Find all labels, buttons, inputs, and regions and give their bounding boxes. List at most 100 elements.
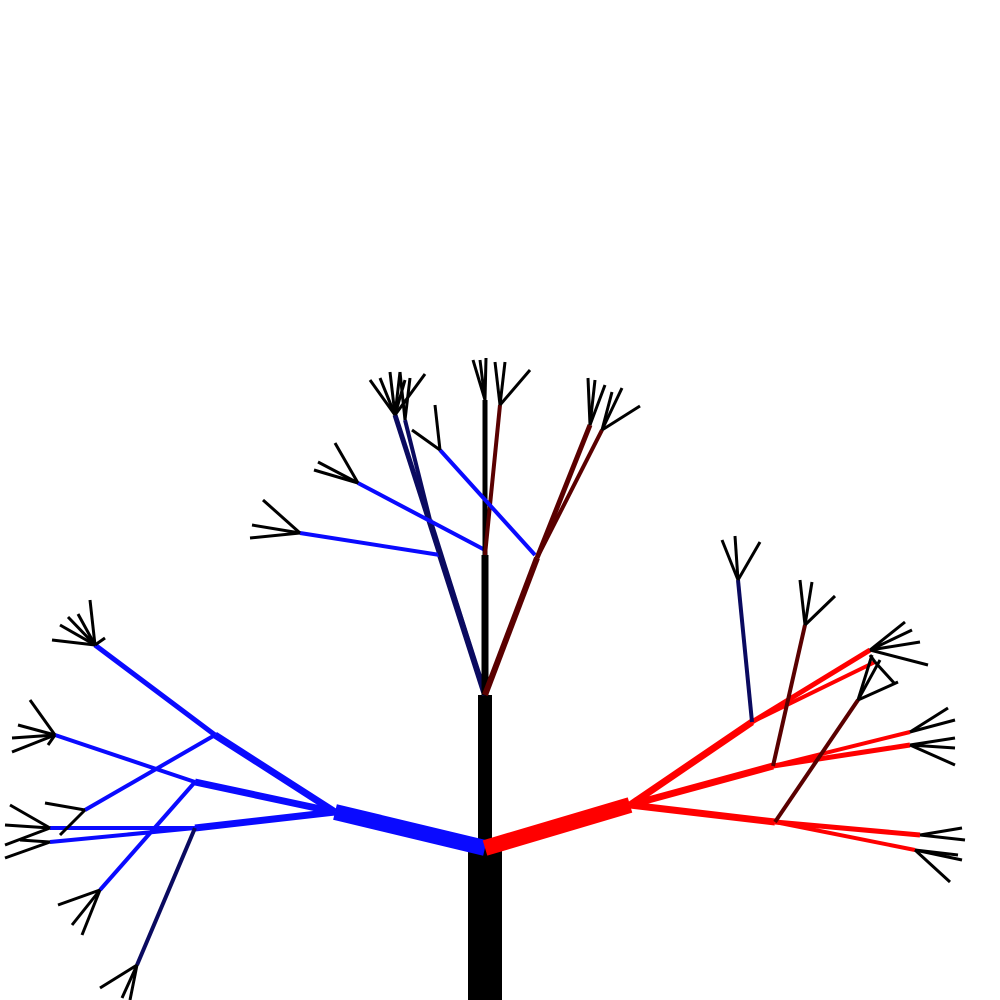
tip-twig-56 xyxy=(411,428,441,452)
tip-twig-105 xyxy=(914,848,963,862)
tip-twig-71 xyxy=(588,384,607,426)
tip-twig-98 xyxy=(909,743,956,767)
tip-twig-60 xyxy=(249,531,301,540)
tip-twig-18 xyxy=(28,699,57,736)
tip-twig-100 xyxy=(909,718,956,734)
tip-twig-97 xyxy=(909,743,956,750)
branch-segment-36 xyxy=(299,531,441,557)
tip-twig-89 xyxy=(869,640,921,652)
branch-segment-37 xyxy=(427,519,488,696)
tip-twig-99 xyxy=(909,706,949,734)
branch-segment-79 xyxy=(772,742,911,769)
tip-twig-90 xyxy=(869,648,929,667)
branch-segment-83 xyxy=(774,820,916,852)
tip-twig-24 xyxy=(9,803,51,830)
tip-twig-53 xyxy=(398,371,407,421)
branch-segment-45 xyxy=(534,424,593,559)
branch-segment-5 xyxy=(98,780,197,892)
tip-twig-22 xyxy=(58,808,87,837)
branch-segment-6 xyxy=(194,808,336,832)
tip-twig-30 xyxy=(80,889,102,936)
tip-twig-55 xyxy=(433,404,442,451)
branch-segment-3 xyxy=(194,778,336,816)
tip-twig-61 xyxy=(251,523,301,535)
tip-twig-31 xyxy=(99,963,138,990)
tip-twig-87 xyxy=(869,620,906,652)
tip-twig-48 xyxy=(378,377,397,416)
branch-segment-1 xyxy=(93,643,217,737)
branch-segment-85 xyxy=(773,698,860,824)
tip-twig-51 xyxy=(393,379,407,416)
tip-twig-47 xyxy=(368,379,397,416)
tip-twig-95 xyxy=(857,680,899,702)
branch-segment-78 xyxy=(629,762,774,809)
tip-twig-108 xyxy=(803,594,837,627)
left-main-branch xyxy=(333,804,487,856)
tip-twig-49 xyxy=(388,371,397,416)
tip-twig-15 xyxy=(94,636,106,647)
tip-twig-26 xyxy=(4,840,51,860)
tip-twig-74 xyxy=(600,391,614,431)
branch-segment-77 xyxy=(751,660,876,724)
tip-twig-67 xyxy=(498,361,507,406)
tip-twig-107 xyxy=(803,581,814,626)
tip-twig-59 xyxy=(333,442,360,484)
branch-segment-86 xyxy=(736,579,754,723)
branch-segment-7 xyxy=(49,826,196,844)
tip-twig-102 xyxy=(919,833,966,842)
branch-segment-76 xyxy=(750,647,872,725)
tip-twig-29 xyxy=(70,889,102,926)
branch-segment-39 xyxy=(357,481,486,552)
tip-twig-20 xyxy=(46,734,57,746)
tip-twig-17 xyxy=(17,723,56,737)
branch-segment-4 xyxy=(54,733,196,784)
tip-twig-28 xyxy=(57,888,101,907)
tip-twig-104 xyxy=(913,848,952,884)
branch-segment-82 xyxy=(774,819,921,838)
tip-twig-19 xyxy=(11,733,56,754)
tip-twig-93 xyxy=(856,654,874,701)
right-main-branch xyxy=(482,797,633,856)
branch-segment-44 xyxy=(482,556,540,697)
branch-segment-81 xyxy=(629,801,776,826)
tip-twig-65 xyxy=(478,359,487,401)
tip-twig-10 xyxy=(51,638,96,647)
tip-twig-101 xyxy=(919,826,963,837)
tip-twig-111 xyxy=(736,541,762,581)
branch-segment-38 xyxy=(403,419,432,521)
tip-twig-27 xyxy=(19,838,51,844)
branch-segment-80 xyxy=(772,730,911,768)
tip-twig-73 xyxy=(601,404,641,432)
tip-twig-33 xyxy=(128,964,139,1000)
branch-segment-2 xyxy=(84,733,216,812)
branch-segment-84 xyxy=(771,624,807,767)
tip-twig-94 xyxy=(856,659,882,701)
tip-twig-13 xyxy=(76,613,97,646)
branch-segment-46 xyxy=(535,429,604,559)
tip-twig-109 xyxy=(720,539,740,581)
tip-twig-96 xyxy=(909,736,956,747)
tip-twig-70 xyxy=(588,379,597,426)
branch-segment-43 xyxy=(438,448,537,557)
tip-twig-106 xyxy=(798,579,807,626)
tip-twig-110 xyxy=(733,535,740,581)
tree-group xyxy=(4,357,966,1000)
tip-twig-21 xyxy=(44,801,86,812)
branch-segment-42 xyxy=(483,404,502,556)
branch-segment-0 xyxy=(213,732,337,815)
tip-twig-52 xyxy=(393,373,427,416)
tip-twig-66 xyxy=(493,361,502,406)
branch-segment-75 xyxy=(628,719,754,808)
tip-twig-62 xyxy=(262,498,301,535)
tip-twig-88 xyxy=(869,628,913,652)
tip-twig-23 xyxy=(4,823,51,830)
tip-twig-11 xyxy=(59,623,96,647)
tip-twig-14 xyxy=(88,599,97,646)
tip-twig-25 xyxy=(4,826,51,847)
tip-twig-12 xyxy=(66,615,97,647)
tip-twig-16 xyxy=(11,733,56,740)
tip-twig-54 xyxy=(403,377,412,421)
tip-twig-58 xyxy=(317,460,359,485)
branch-segment-9 xyxy=(135,827,197,966)
